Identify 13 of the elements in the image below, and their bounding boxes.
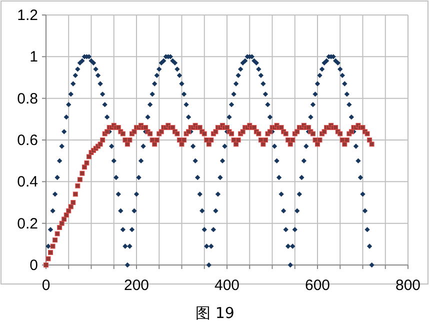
caption: 图 19	[196, 304, 234, 322]
x-tick-label: 400	[214, 277, 240, 294]
y-tick-label: 1	[30, 48, 38, 66]
y-tick-label: 0.4	[17, 174, 38, 191]
y-tick-label: 1.2	[17, 7, 38, 24]
y-tick-label: 0	[30, 257, 38, 274]
y-tick-label: 0.2	[17, 215, 38, 232]
y-tick-label: 0.6	[17, 132, 38, 149]
x-tick-label: 200	[124, 277, 150, 294]
x-tick-label: 800	[395, 277, 421, 294]
x-tick-label: 0	[42, 277, 50, 294]
x-tick-label: 600	[304, 277, 330, 294]
y-tick-label: 0.8	[17, 90, 38, 108]
